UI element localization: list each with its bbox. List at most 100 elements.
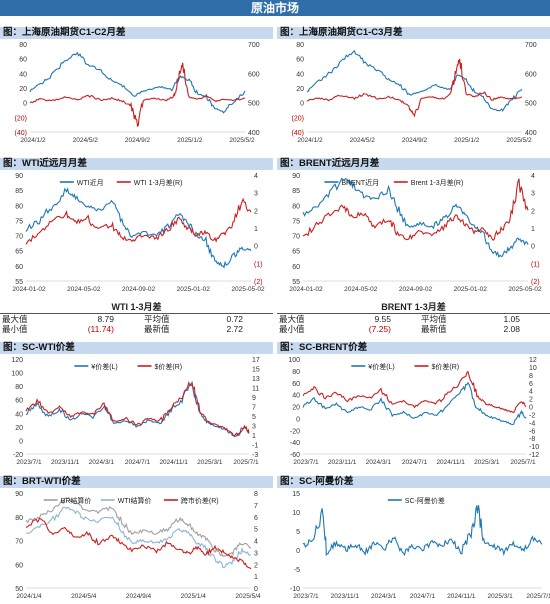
y-right-tick-label: 500 [248,101,260,108]
x-tick-label: 2025/3/1 [197,459,223,466]
legend-label: $价差(R) [432,362,460,371]
y-right-tick-label: -4 [529,420,535,427]
header-c3: 图：WTI近远月月差 [0,158,273,170]
y-right-tick-label: 17 [252,357,260,364]
y-left-tick-label: 90 [292,173,300,180]
y-right-tick-label: 600 [525,71,537,78]
x-tick-label: 2024-09-02 [399,286,433,293]
y-left-tick-label: 60 [292,264,300,271]
y-left-tick-label: (20) [292,115,304,122]
x-tick-label: 2025/3/1 [488,593,514,600]
c6-svg: -60-40-20020406080100-12-10-8-6-4-202468… [288,357,539,466]
y-right-tick-label: -12 [529,452,539,459]
page-title: 原油市场 [0,0,550,16]
x-tick-label: 2024/9/2 [402,137,428,144]
series-line-1 [25,187,252,269]
y-left-tick-label: -20 [13,452,23,459]
stat-value: 9.55 [374,314,391,324]
y-right-tick-label: 3 [531,191,535,198]
y-left-tick-label: 100 [288,357,300,364]
y-left-tick-label: 0 [300,101,304,108]
x-tick-label: 2025/7/1 [510,459,536,466]
y-right-tick-label: 1 [254,226,258,233]
stat-label: 平均值 [144,314,170,324]
y-left-tick-label: 40 [296,71,304,78]
stat-value: 0.72 [226,314,243,324]
chart-c7: 50 60 70 80 90 0 1 2 3 4 5 6 7 8 2024/1/4 2024/5/4 2024/… [0,489,273,604]
y-left-tick-label: 65 [15,249,23,256]
y-right-tick-label: 11 [252,386,259,393]
y-right-tick-label: 1 [252,433,256,440]
y-left-tick-label: 0 [296,416,300,423]
series-line-1 [25,496,252,558]
series-line-2 [25,197,252,245]
x-tick-label: 2024/11/1 [436,459,465,466]
y-left-tick-label: 85 [292,188,300,195]
y-left-tick-label: -40 [290,440,300,447]
y-left-tick-label: 40 [15,411,23,418]
c3-svg: 55 60 65 70 75 80 85 90 (2) (1) 0 1 2 3 4 2024-01-02 202… [12,173,265,293]
stat-value: 2.72 [226,324,243,334]
y-left-tick-label: 90 [15,173,23,180]
c5-svg: -20020406080100120-3-113579111315172023/… [11,357,260,466]
y-left-tick-label: 50 [15,586,23,593]
stat-label: 最新值 [421,324,447,334]
c1-svg: (40) (20) 0 20 40 60 80 400 500 600 700 2024/1/2 202… [15,42,260,144]
y-left-tick-label: 75 [292,218,300,225]
x-tick-label: 2023/11/1 [51,459,80,466]
y-right-tick-label: 9 [252,395,256,402]
series-line-2 [302,370,527,414]
y-left-tick-label: 60 [15,398,23,405]
y-left-tick-label: 20 [292,405,300,412]
y-left-tick-label: 0 [23,101,27,108]
x-tick-label: 2025/3/1 [474,459,500,466]
y-left-tick-label: 85 [15,188,23,195]
legend-label: ¥价差(L) [368,362,394,371]
stat-label: 最小值 [279,324,305,334]
y-right-tick-label: 3 [254,550,258,557]
y-left-tick-label: 60 [15,562,23,569]
legend-label: ¥价差(L) [91,362,117,371]
c2-svg: (40) (20) 0 20 40 60 80 400 500 600 700 2024/1/2 202… [292,42,537,144]
series-line-2 [306,58,523,118]
y-right-tick-label: 700 [525,42,537,49]
y-right-tick-label: 0 [254,244,258,251]
c8-svg: -10 -5 0 5 10 15 2023/7/1 2023/11/1 2024/3/1 2024… [290,491,550,600]
y-right-tick-label: 8 [529,373,533,380]
series-line-1 [302,177,529,258]
y-right-tick-label: -8 [529,436,535,443]
x-tick-label: 2024-01-02 [12,286,46,293]
header-c5: 图：SC-WTI价差 [0,342,273,354]
x-tick-label: 2024-05-02 [344,286,378,293]
y-right-tick-label: 4 [529,389,533,396]
legend-label: Brent 1-3月差(R) [411,178,464,187]
y-left-tick-label: 5 [296,529,300,536]
y-left-tick-label: 90 [15,491,23,498]
y-left-tick-label: 60 [15,264,23,271]
chart-c3: 55 60 65 70 75 80 85 90 (2) (1) 0 1 2 3 4 2024-01-02 202… [0,171,273,299]
y-left-tick-label: 20 [19,86,27,93]
chart-c5: -20 0 20 40 60 80 100 120 -3 -1 1 3 5 7 9 11 13 15 17 2023/… [0,355,273,470]
y-left-tick-label: -20 [290,428,300,435]
y-right-tick-label: 5 [254,527,258,534]
y-right-tick-label: 2 [254,562,258,569]
x-tick-label: 2025/5/2 [229,137,255,144]
y-right-tick-label: 2 [529,397,533,404]
x-tick-label: 2025-05-02 [508,286,542,293]
y-right-tick-label: 2 [531,208,535,215]
wti-stats-title: WTI 1-3月差 [111,302,162,312]
x-tick-label: 2025-01-02 [454,286,488,293]
y-right-tick-label: (2) [254,279,263,286]
y-right-tick-label: 2 [254,208,258,215]
x-tick-label: 2024/5/4 [71,593,97,600]
series-line-1 [29,51,246,114]
y-left-tick-label: 70 [15,234,23,241]
y-left-tick-label: -60 [290,452,300,459]
y-right-tick-label: 3 [254,191,258,198]
x-tick-label: 2023/7/1 [293,593,319,600]
chart-c2: (40) (20) 0 20 40 60 80 400 500 600 700 2024/1/2 202… [277,40,550,150]
y-right-tick-label: 4 [254,173,258,180]
y-left-tick-label: (40) [15,130,27,137]
y-right-tick-label: 8 [254,491,258,498]
wti-stats-table: WTI 1-3月差 最大值 8.79 平均值 0.72 最小值 (11.74) … [0,301,273,334]
